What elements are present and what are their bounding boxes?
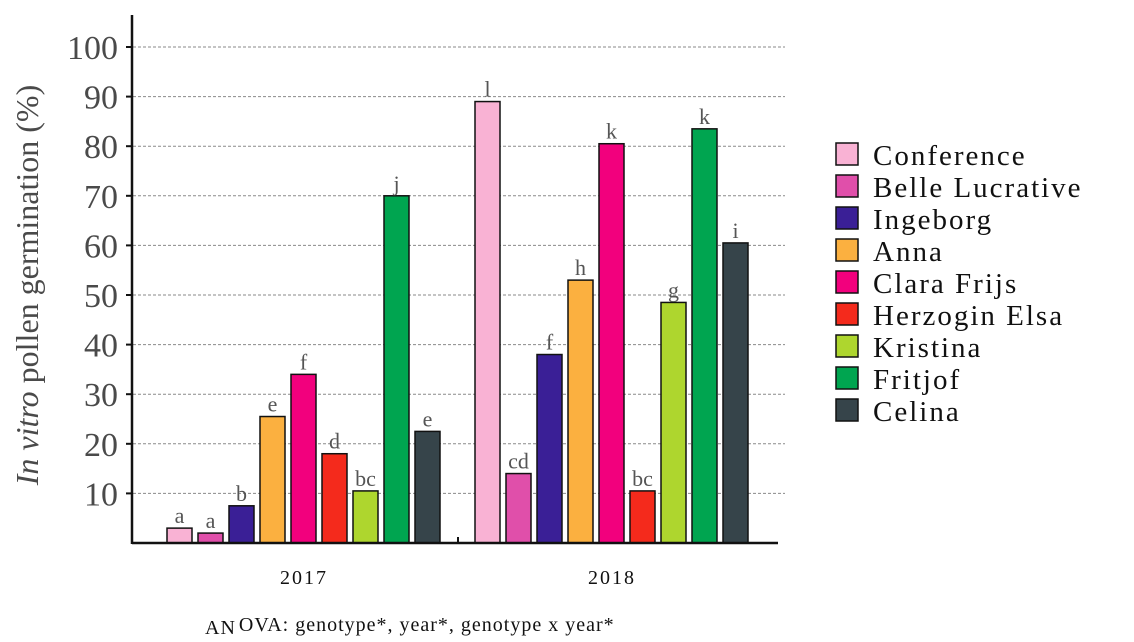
bar-anna-2018 xyxy=(567,279,594,544)
anova-footer-rest: OVA: genotype*, year*, genotype x year* xyxy=(239,614,615,636)
bar-belle-lucrative-2017 xyxy=(197,532,224,544)
anova-footer-prefix: AN xyxy=(205,617,236,639)
legend-label: Ingeborg xyxy=(873,204,993,236)
legend-label: Kristina xyxy=(873,332,982,364)
bar-conference-2018 xyxy=(474,100,501,544)
anova-footer: AN OVA: genotype*, year*, genotype x year… xyxy=(205,614,615,639)
significance-letter: k xyxy=(606,119,617,144)
y-tick-label: 70 xyxy=(84,179,118,216)
y-tick-label: 10 xyxy=(84,476,118,513)
significance-letter: f xyxy=(300,349,308,374)
x-category-labels: 2017 2018 xyxy=(280,567,636,589)
bar-kristina-2017 xyxy=(352,490,379,544)
legend-label: Anna xyxy=(873,236,944,268)
significance-letter: k xyxy=(699,104,710,129)
legend-swatch xyxy=(835,270,859,294)
bar-fritjof-2018 xyxy=(691,128,718,544)
y-tick-label: 30 xyxy=(84,377,118,414)
legend-swatch xyxy=(835,302,859,326)
y-tick-label: 80 xyxy=(84,129,118,166)
significance-letter: j xyxy=(392,171,399,196)
significance-letter: e xyxy=(423,406,433,431)
y-tick-labels: 10 20 30 40 50 60 70 80 90 100 xyxy=(67,30,118,513)
bar-anna-2017 xyxy=(259,415,286,544)
x-category-label: 2018 xyxy=(588,567,636,589)
legend-swatch xyxy=(835,174,859,198)
legend-label: Fritjof xyxy=(873,364,961,396)
legend-label: Conference xyxy=(873,140,1027,172)
gridlines xyxy=(126,46,785,495)
legend-swatch xyxy=(835,398,859,422)
y-tick-label: 90 xyxy=(84,80,118,117)
legend-label: Belle Lucrative xyxy=(873,172,1083,204)
legend-swatch xyxy=(835,366,859,390)
significance-letter: a xyxy=(175,503,185,528)
significance-letter: f xyxy=(546,330,554,355)
significance-letter: cd xyxy=(508,449,529,474)
bar-celina-2017 xyxy=(414,430,441,544)
y-tick-label: 50 xyxy=(84,278,118,315)
significance-letter: i xyxy=(732,218,738,243)
bar-conference-2017 xyxy=(166,527,193,544)
legend-label: Herzogin Elsa xyxy=(873,300,1064,332)
y-tick-label: 40 xyxy=(84,328,118,365)
y-axis-label-rest: pollen germination (%) xyxy=(9,85,45,392)
bars xyxy=(166,100,749,544)
bar-clara-frijs-2018 xyxy=(598,142,625,544)
y-tick-label: 60 xyxy=(84,228,118,265)
bar-herzogin-elsa-2017 xyxy=(321,452,348,544)
legend-swatch xyxy=(835,334,859,358)
y-axis-label-italic: In vitro xyxy=(9,391,45,486)
bar-belle-lucrative-2018 xyxy=(505,472,532,544)
x-category-label: 2017 xyxy=(280,567,328,589)
y-tick-label: 100 xyxy=(67,30,118,67)
bar-ingeborg-2018 xyxy=(536,353,563,544)
significance-letter: g xyxy=(668,277,679,302)
bar-fritjof-2017 xyxy=(383,195,410,544)
significance-letter: bc xyxy=(355,466,376,491)
significance-letter: e xyxy=(268,392,278,417)
significance-letter: h xyxy=(575,255,586,280)
bar-herzogin-elsa-2018 xyxy=(629,490,656,544)
bar-ingeborg-2017 xyxy=(228,505,255,544)
legend-swatch xyxy=(835,142,859,166)
legend-label: Celina xyxy=(873,396,961,428)
significance-letter: bc xyxy=(632,466,653,491)
axes xyxy=(130,15,778,545)
y-tick-label: 20 xyxy=(84,427,118,464)
bar-celina-2018 xyxy=(722,242,749,544)
significance-letter: b xyxy=(236,481,247,506)
significance-letter: d xyxy=(329,429,340,454)
bar-kristina-2018 xyxy=(660,301,687,544)
significance-letter: a xyxy=(206,508,216,533)
legend-label: Clara Frijs xyxy=(873,268,1018,300)
legend-swatch xyxy=(835,206,859,230)
bar-clara-frijs-2017 xyxy=(290,373,317,544)
y-axis-label: In vitro pollen germination (%) xyxy=(9,85,45,486)
significance-letter: l xyxy=(484,77,490,102)
legend-swatch xyxy=(835,238,859,262)
